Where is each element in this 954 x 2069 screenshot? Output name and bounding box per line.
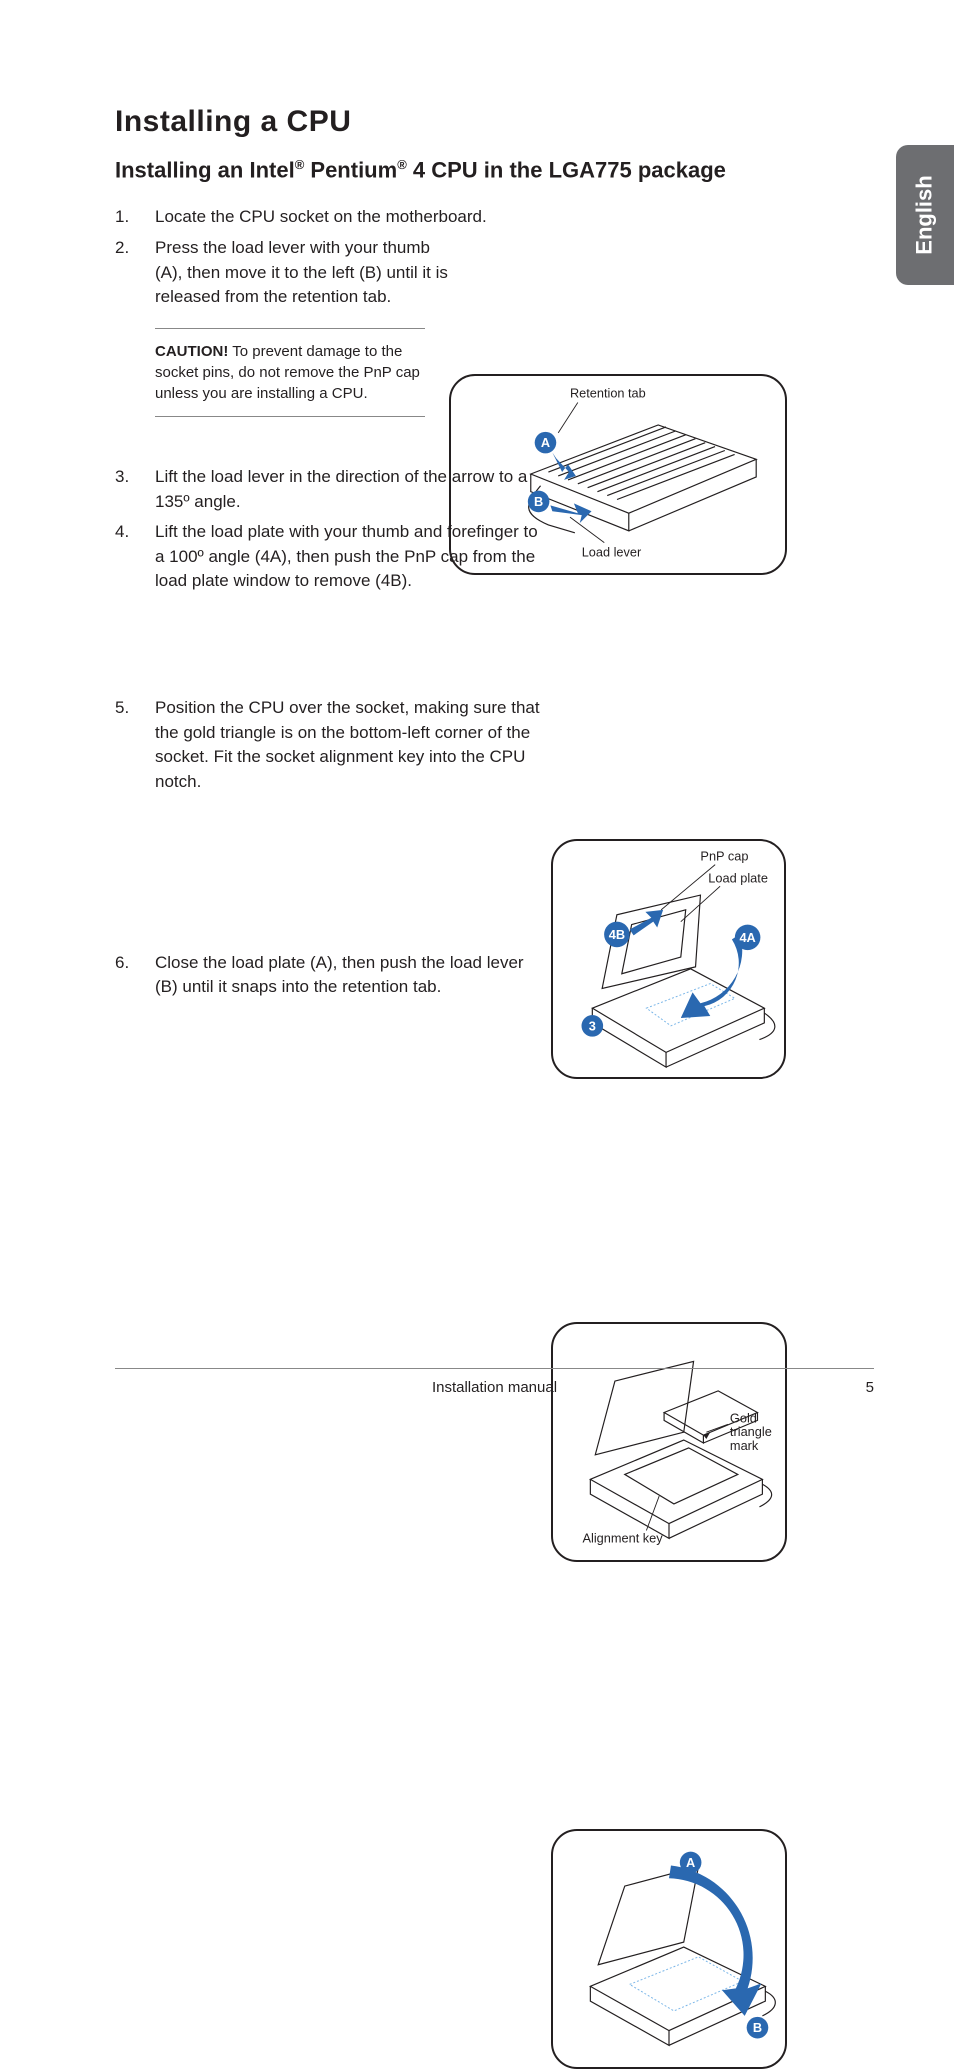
step-text: Lift the load lever in the direction of …	[155, 465, 545, 514]
marker-4a: 4A	[739, 930, 755, 945]
label-gold-triangle: Gold	[730, 1410, 757, 1425]
step-text: Close the load plate (A), then push the …	[155, 951, 545, 1000]
step-5-group: 5. Position the CPU over the socket, mak…	[115, 696, 874, 795]
step-text: Press the load lever with your thumb (A)…	[155, 236, 460, 310]
marker-3: 3	[589, 1018, 596, 1033]
subtitle-text: 4 CPU in the LGA775 package	[407, 157, 726, 182]
step-number: 1.	[115, 205, 155, 230]
steps-list: 1. Locate the CPU socket on the motherbo…	[115, 205, 874, 1000]
step-3: 3. Lift the load lever in the direction …	[115, 465, 545, 514]
registered-icon: ®	[397, 157, 407, 172]
step-number: 3.	[115, 465, 155, 514]
steps-3-4-group: 3. Lift the load lever in the direction …	[115, 465, 874, 594]
marker-4b: 4B	[609, 927, 625, 942]
step-5: 5. Position the CPU over the socket, mak…	[115, 696, 545, 795]
svg-text:mark: mark	[730, 1438, 759, 1453]
page-subtitle: Installing an Intel® Pentium® 4 CPU in t…	[115, 157, 874, 183]
step-text: Lift the load plate with your thumb and …	[155, 520, 545, 594]
step-text: Position the CPU over the socket, making…	[155, 696, 545, 795]
page-title: Installing a CPU	[115, 105, 874, 139]
step-4: 4. Lift the load plate with your thumb a…	[115, 520, 545, 594]
marker-b: B	[753, 2020, 762, 2035]
step-number: 5.	[115, 696, 155, 795]
label-pnp-cap: PnP cap	[700, 849, 748, 864]
step-2-group: 2. Press the load lever with your thumb …	[115, 236, 874, 417]
step-6: 6. Close the load plate (A), then push t…	[115, 951, 545, 1000]
step-6-group: 6. Close the load plate (A), then push t…	[115, 951, 874, 1000]
step-number: 6.	[115, 951, 155, 1000]
subtitle-text: Pentium	[304, 157, 397, 182]
step-2: 2. Press the load lever with your thumb …	[115, 236, 460, 310]
caution-box: CAUTION! To prevent damage to the socket…	[155, 328, 425, 417]
footer-doc-title: Installation manual	[115, 1379, 874, 1396]
step-number: 2.	[115, 236, 155, 310]
step-text: Locate the CPU socket on the motherboard…	[155, 205, 874, 230]
subtitle-text: Installing an Intel	[115, 157, 295, 182]
page-content: Installing a CPU Installing an Intel® Pe…	[0, 0, 954, 1000]
registered-icon: ®	[295, 157, 305, 172]
label-retention-tab: Retention tab	[570, 386, 646, 401]
figure-cpu-position: Gold triangle mark Alignment key	[551, 1322, 787, 1562]
step-number: 4.	[115, 520, 155, 594]
marker-a: A	[686, 1855, 695, 1870]
page-footer: Installation manual 5	[115, 1368, 874, 1396]
figure-close-plate: A B	[551, 1829, 787, 2069]
step-1: 1. Locate the CPU socket on the motherbo…	[115, 205, 874, 230]
label-load-plate: Load plate	[708, 870, 768, 885]
svg-text:triangle: triangle	[730, 1424, 772, 1439]
marker-a: A	[541, 435, 550, 450]
label-alignment-key: Alignment key	[582, 1530, 663, 1545]
caution-label: CAUTION!	[155, 343, 228, 360]
